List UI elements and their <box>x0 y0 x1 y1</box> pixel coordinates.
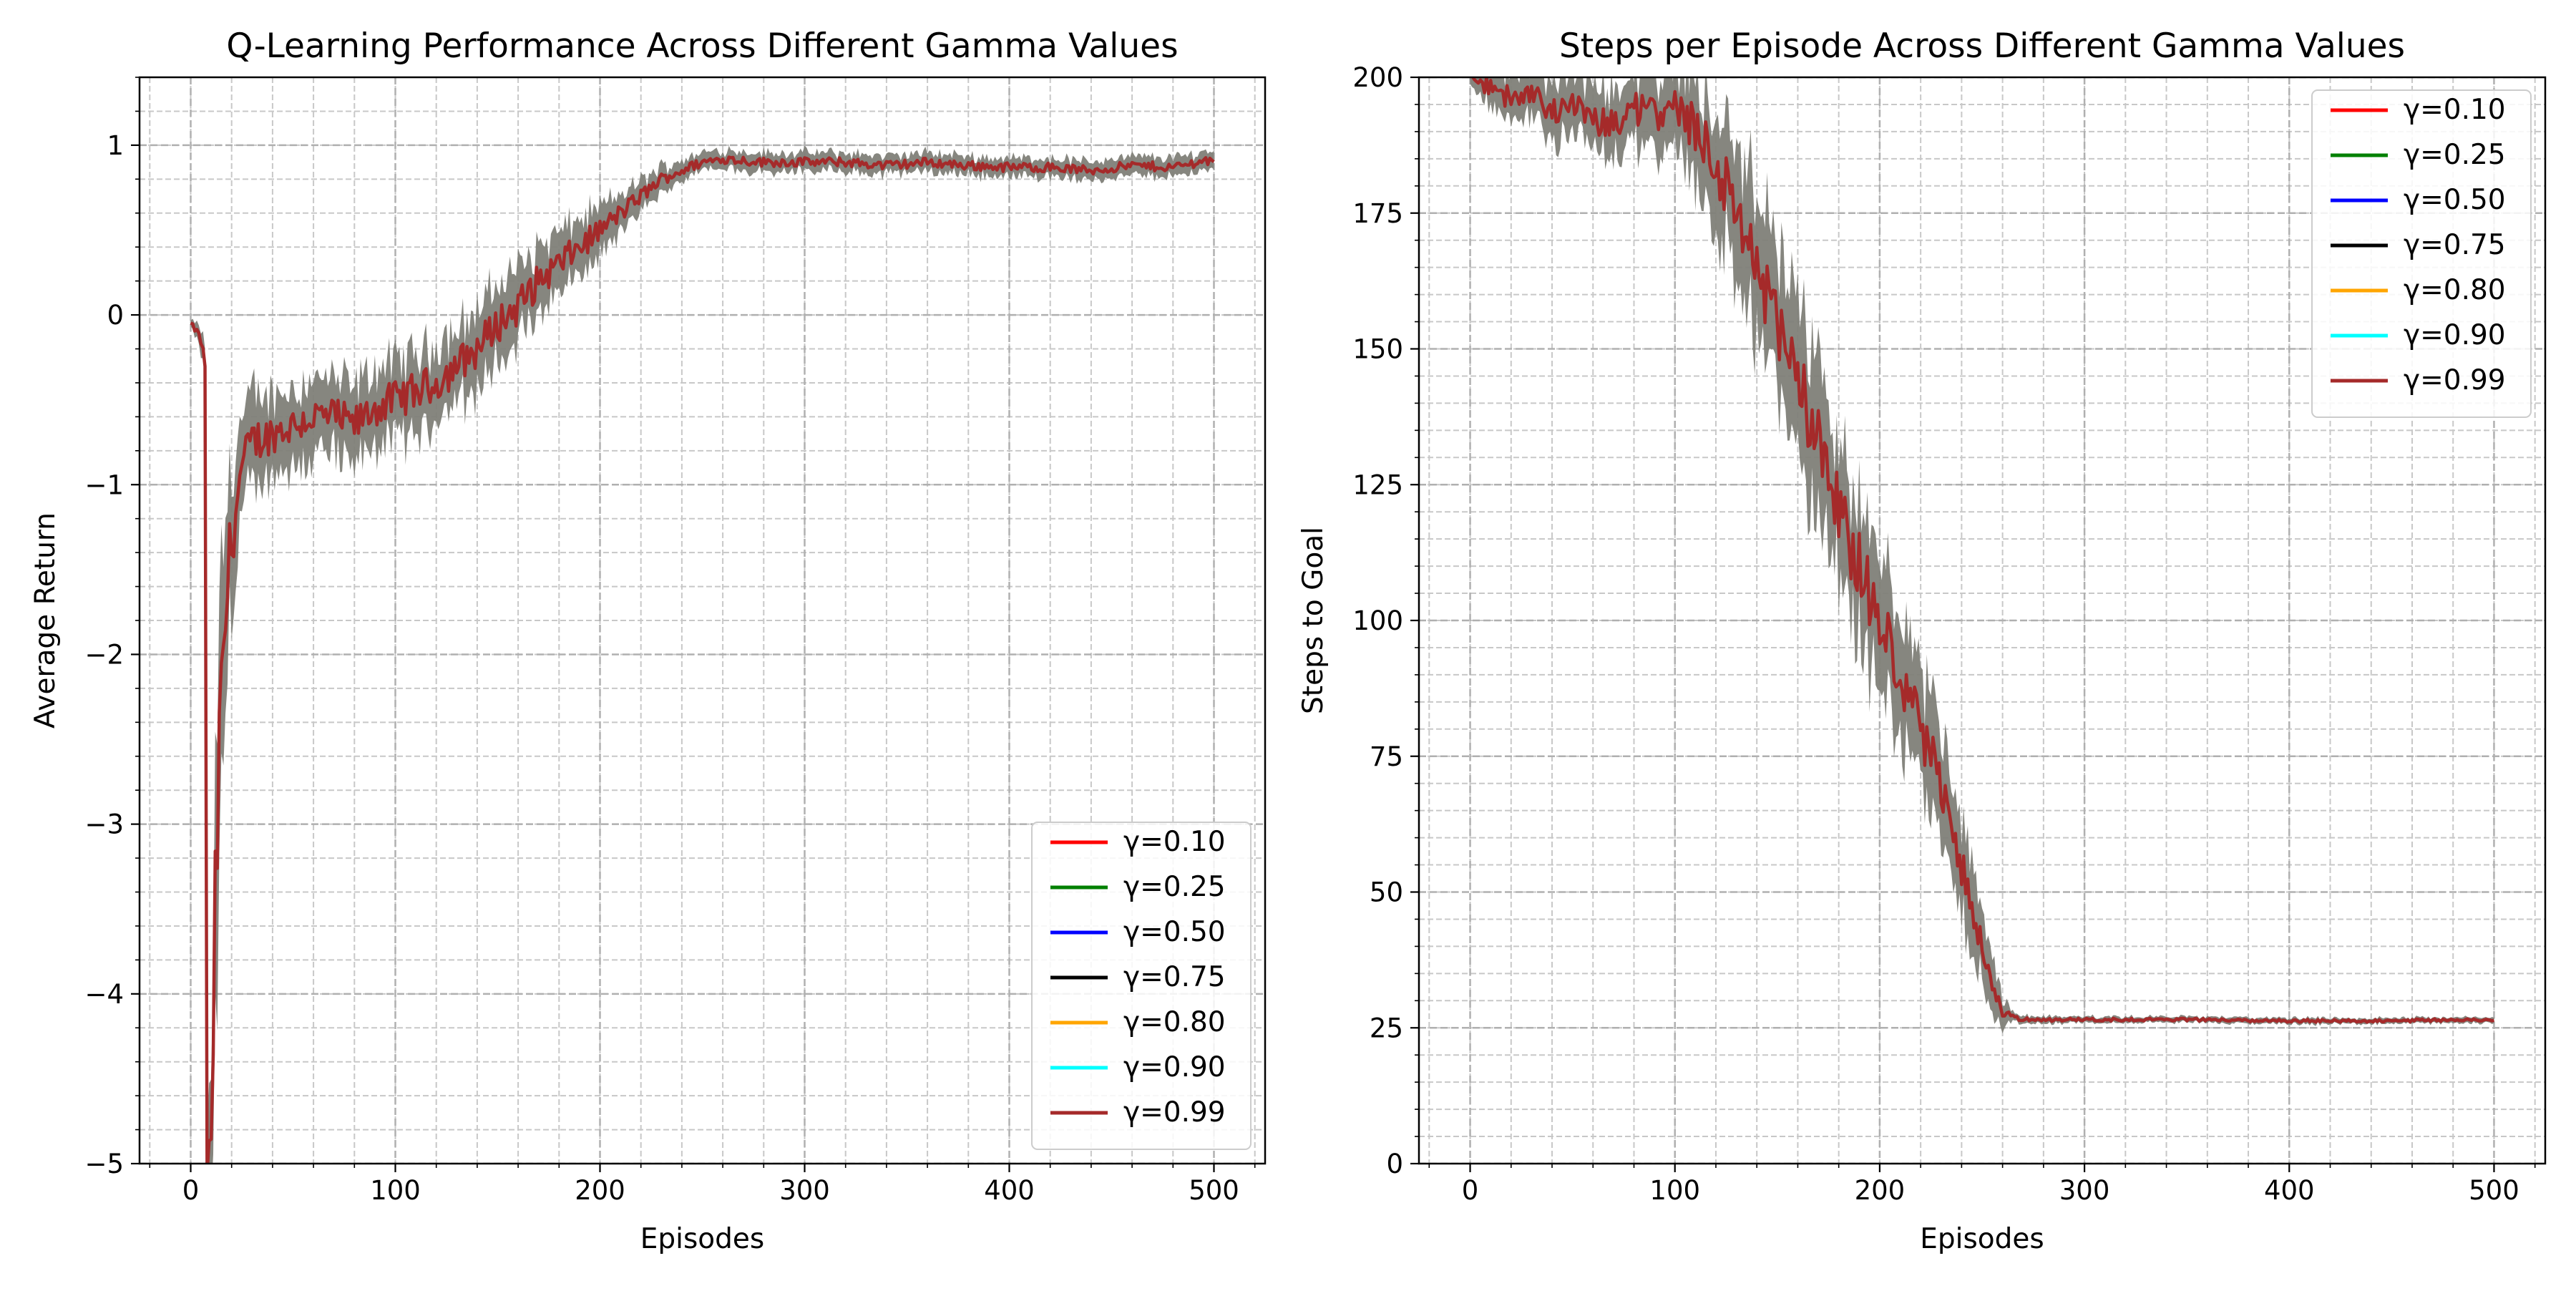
y-tick-label: 125 <box>1352 469 1403 500</box>
confidence-band <box>190 145 1214 1164</box>
legend-label: γ=0.99 <box>1123 1096 1226 1129</box>
legend-label: γ=0.75 <box>2404 229 2506 261</box>
legend-label: γ=0.75 <box>1123 961 1226 993</box>
legend-label: γ=0.80 <box>2404 274 2506 306</box>
y-tick-label: −1 <box>84 469 124 500</box>
series-line <box>1471 77 2495 1024</box>
right-chart-panel: 0 100 200 300 400 500 200 175 150 125 100 75 50 25 0 St… <box>1297 26 2547 1255</box>
legend-label: γ=0.99 <box>2404 364 2506 396</box>
x-tick-label: 300 <box>779 1175 830 1206</box>
x-axis-label: Episodes <box>1920 1223 2044 1255</box>
legend-label: γ=0.50 <box>1123 916 1226 948</box>
x-tick-label: 500 <box>1189 1175 1239 1206</box>
y-tick-label: 0 <box>107 300 124 331</box>
x-tick-label: 0 <box>1462 1175 1479 1206</box>
legend-label: γ=0.50 <box>2404 184 2506 216</box>
y-tick-label: 200 <box>1352 62 1403 93</box>
y-axis-label: Steps to Goal <box>1297 527 1330 714</box>
legend: γ=0.10 γ=0.25 γ=0.50 γ=0.75 γ=0.80 γ=0.90 γ=0.… <box>2311 89 2532 418</box>
y-axis-label: Average Return <box>29 512 62 729</box>
x-tick-label: 100 <box>370 1175 421 1206</box>
legend-label: γ=0.25 <box>2404 139 2506 171</box>
plot-area <box>190 145 1215 1164</box>
x-tick-label: 500 <box>2469 1175 2519 1206</box>
x-axis-label: Episodes <box>640 1223 764 1255</box>
y-tick-label: −3 <box>84 809 124 840</box>
y-tick-label: 150 <box>1352 334 1403 365</box>
legend-label: γ=0.90 <box>2404 319 2506 351</box>
legend-label: γ=0.25 <box>1123 871 1226 903</box>
y-tick-label: 175 <box>1352 198 1403 229</box>
x-tick-label: 200 <box>575 1175 625 1206</box>
left-chart-panel: 0 100 200 300 400 500 1 0 −1 −2 −3 −4 −5 Q-Learning P… <box>29 26 1267 1255</box>
x-tick-label: 100 <box>1649 1175 1700 1206</box>
x-tick-label: 0 <box>182 1175 200 1206</box>
legend-label: γ=0.90 <box>1123 1051 1226 1083</box>
y-tick-label: 1 <box>107 130 124 161</box>
chart-title: Q-Learning Performance Across Different … <box>226 26 1178 66</box>
y-tick-label: 100 <box>1352 605 1403 636</box>
legend-label: γ=0.80 <box>1123 1006 1226 1038</box>
x-tick-label: 200 <box>1855 1175 1906 1206</box>
plot-area <box>1470 77 2495 1033</box>
y-tick-label: 0 <box>1386 1149 1403 1179</box>
chart-title: Steps per Episode Across Different Gamma… <box>1559 26 2405 66</box>
legend-label: γ=0.10 <box>2404 94 2506 126</box>
x-tick-label: 400 <box>2264 1175 2315 1206</box>
y-tick-label: 50 <box>1370 877 1403 908</box>
x-tick-label: 300 <box>2059 1175 2110 1206</box>
x-tick-label: 400 <box>984 1175 1035 1206</box>
legend-label: γ=0.10 <box>1123 826 1226 858</box>
legend: γ=0.10 γ=0.25 γ=0.50 γ=0.75 γ=0.80 γ=0.90 γ=0.… <box>1031 822 1252 1150</box>
y-tick-label: 25 <box>1370 1013 1403 1043</box>
y-tick-label: −5 <box>84 1149 124 1179</box>
y-tick-label: −4 <box>84 979 124 1010</box>
y-tick-label: −2 <box>84 639 124 670</box>
y-tick-label: 75 <box>1370 741 1403 772</box>
series-line <box>190 155 1215 1164</box>
